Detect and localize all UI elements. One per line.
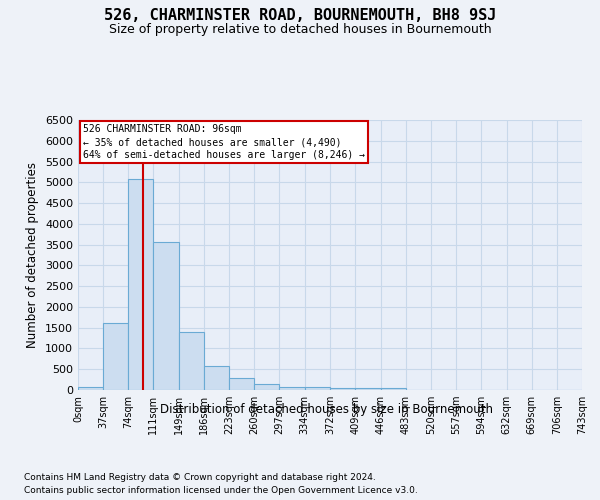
Bar (331, 388, 355, 390)
Text: Distribution of detached houses by size in Bournemouth: Distribution of detached houses by size … (161, 402, 493, 415)
Bar (280, 386, 305, 390)
Text: 526 CHARMINSTER ROAD: 96sqm
← 35% of detached houses are smaller (4,490)
64% of : 526 CHARMINSTER ROAD: 96sqm ← 35% of det… (83, 124, 365, 160)
Bar (103, 322, 128, 390)
Bar (179, 332, 204, 390)
Text: Contains HM Land Registry data © Crown copyright and database right 2024.: Contains HM Land Registry data © Crown c… (24, 472, 376, 482)
Text: Size of property relative to detached houses in Bournemouth: Size of property relative to detached ho… (109, 22, 491, 36)
Bar (153, 242, 179, 390)
Bar (305, 387, 331, 390)
Bar (254, 384, 280, 390)
Bar (229, 378, 254, 390)
Text: Contains public sector information licensed under the Open Government Licence v3: Contains public sector information licen… (24, 486, 418, 495)
Text: 526, CHARMINSTER ROAD, BOURNEMOUTH, BH8 9SJ: 526, CHARMINSTER ROAD, BOURNEMOUTH, BH8 … (104, 8, 496, 22)
Y-axis label: Number of detached properties: Number of detached properties (26, 162, 40, 348)
Bar (128, 179, 153, 390)
Bar (78, 387, 103, 390)
Bar (355, 388, 380, 390)
Bar (204, 366, 229, 390)
Bar (380, 388, 406, 390)
